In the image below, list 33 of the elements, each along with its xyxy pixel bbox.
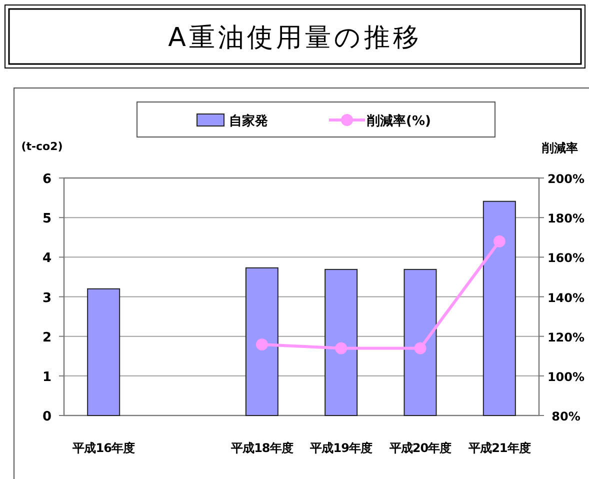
bar <box>324 268 358 416</box>
y2-tick-label: 120% <box>547 330 585 344</box>
y-tick-label: 5 <box>42 212 52 227</box>
point <box>493 235 506 248</box>
y2-tick-label: 160% <box>547 251 585 266</box>
y-tick-label: 6 <box>42 172 52 187</box>
y-tick-label: 2 <box>42 330 52 346</box>
x-tick-label: 平成20年度 <box>388 441 452 455</box>
y2-axis-title: 削減率 <box>541 141 578 155</box>
y-tick-label: 3 <box>42 290 52 306</box>
y-axis-title: (t-co2) <box>21 140 63 153</box>
y2-tick-label: 180% <box>547 212 585 226</box>
y2-tick-label: 80% <box>552 410 580 424</box>
legend-label: 削減率(%) <box>366 113 431 129</box>
y-tick-label: 4 <box>42 251 52 266</box>
point <box>256 338 268 350</box>
y-tick-label: 1 <box>42 370 52 385</box>
y2-tick-label: 100% <box>547 370 585 384</box>
x-tick-label: 平成21年度 <box>468 441 531 455</box>
bar <box>245 267 278 416</box>
x-tick-label: 平成18年度 <box>230 441 294 455</box>
y2-tick-label: 200% <box>547 172 585 186</box>
y-tick-label: 0 <box>42 410 52 424</box>
point <box>414 342 426 354</box>
legend-label: 自家発 <box>229 113 268 129</box>
chart-title: A重油使用量の推移 <box>168 23 422 53</box>
bar <box>404 268 437 416</box>
x-tick-label: 平成16年度 <box>72 441 135 455</box>
x-tick-label: 平成19年度 <box>309 441 372 455</box>
y2-tick-label: 140% <box>547 290 585 305</box>
bar <box>482 200 516 416</box>
point <box>335 342 348 354</box>
bar <box>87 288 120 416</box>
